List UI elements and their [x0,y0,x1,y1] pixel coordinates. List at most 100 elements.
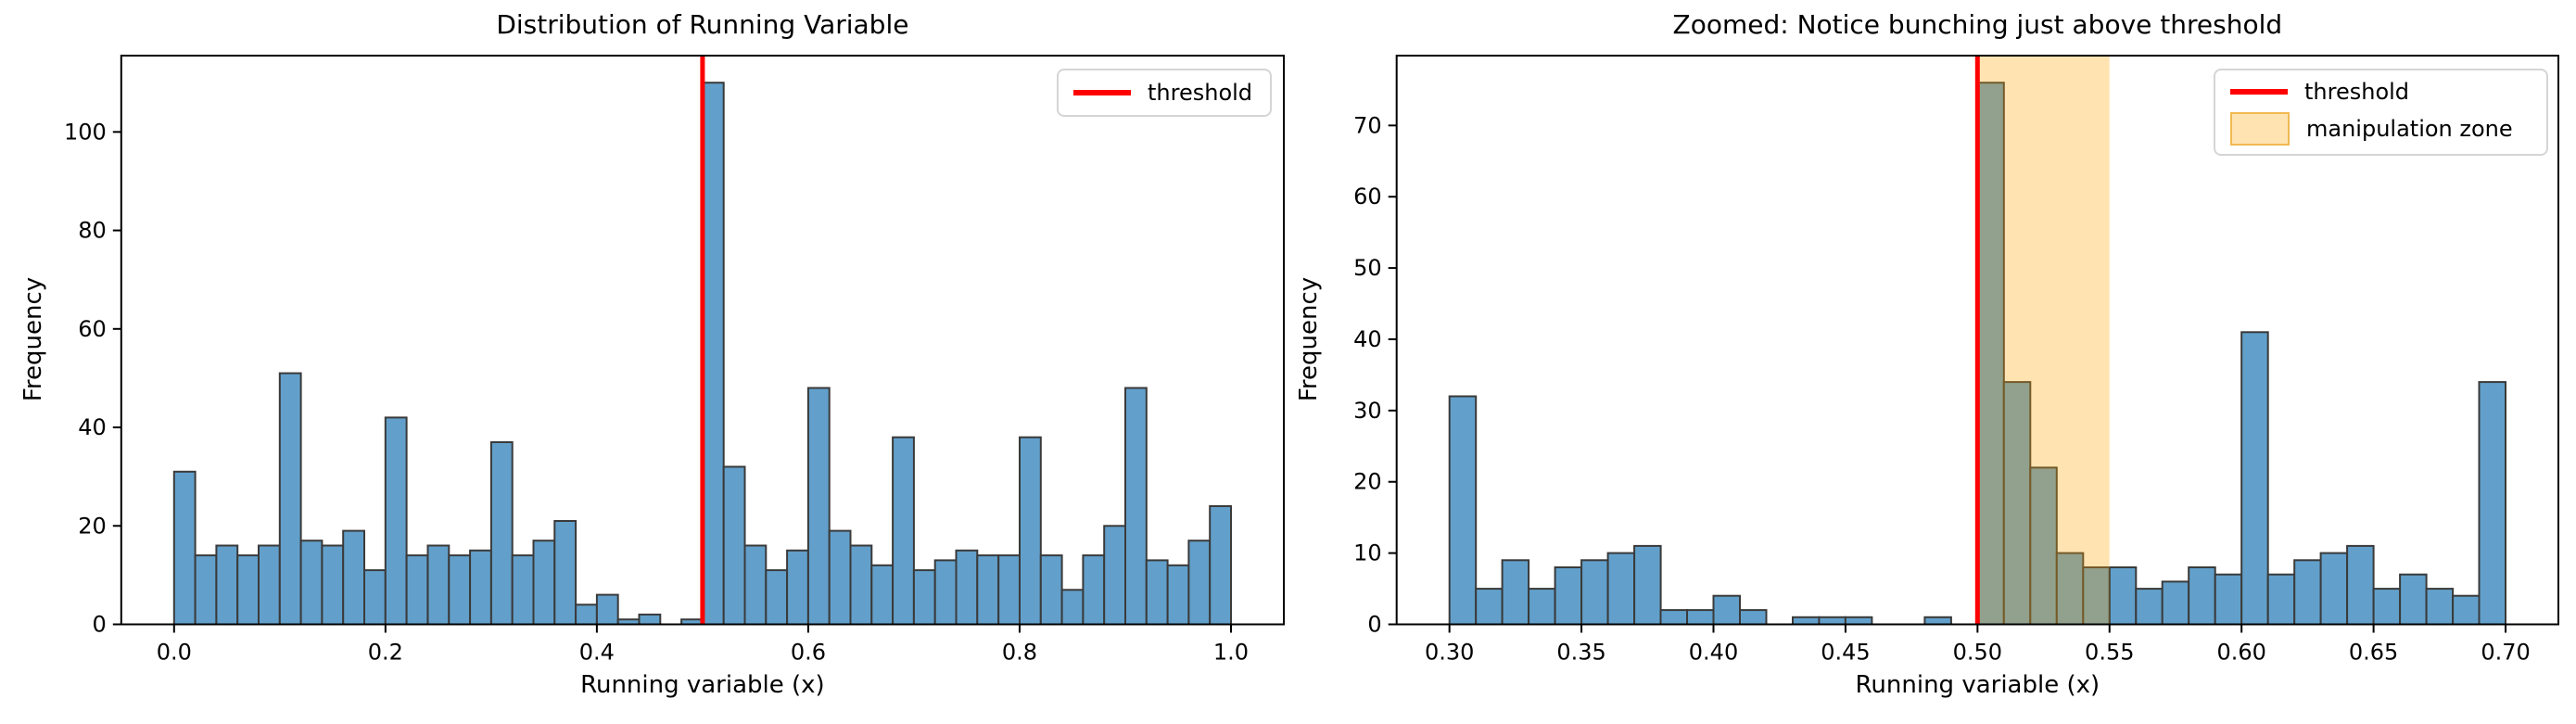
x-tick-label: 0.70 [2481,640,2530,666]
right-legend: threshold manipulation zone [2214,69,2548,156]
manipulation-zone [1977,56,2110,625]
histogram-bar [2425,588,2455,626]
y-tick-label: 80 [78,218,107,244]
histogram-bar [575,603,598,626]
histogram-bar [806,387,831,626]
x-tick-label: 0.65 [2349,640,2398,666]
legend-label: threshold [2304,79,2410,105]
histogram-bar [532,540,556,626]
histogram-bar [976,554,1000,626]
histogram-bar [1103,525,1126,626]
histogram-bar [2372,588,2402,626]
histogram-bar [1712,594,1741,626]
histogram-bar [1528,588,1556,626]
histogram-bar [299,540,324,626]
x-tick-label: 0.35 [1556,640,1605,666]
histogram-bar [1060,589,1085,626]
histogram-bar [384,416,408,626]
histogram-bar [912,569,936,626]
histogram-bar [2214,573,2243,626]
x-tick-label: 0.40 [1689,640,1738,666]
histogram-bar [1448,395,1478,626]
histogram-bar [342,529,366,626]
histogram-bar [1082,554,1106,626]
histogram-bar [870,564,895,626]
y-tick-label: 20 [1353,469,1382,495]
x-tick-label: 0.50 [1953,640,2002,666]
histogram-bar [1633,544,1662,626]
legend-row: threshold [2230,79,2532,105]
right-y-axis-label: Frequency [1294,276,1323,401]
left-chart-title: Distribution of Running Variable [496,9,909,40]
histogram-bar [828,529,852,626]
histogram-bar [2161,580,2190,626]
threshold-line-swatch [1073,90,1131,95]
histogram-bar [236,554,260,626]
histogram-bar [2135,588,2164,626]
histogram-bar [511,554,535,626]
histogram-bar [258,544,281,626]
y-tick-label: 40 [78,414,107,440]
left-x-axis-label: Running variable (x) [580,671,825,699]
histogram-bar [194,554,218,626]
histogram-bar [1686,609,1715,626]
histogram-bar [1019,436,1042,626]
y-tick-label: 0 [1367,612,1381,638]
histogram-bar [2266,573,2296,626]
histogram-bar [1844,616,1873,626]
histogram-bar [278,372,302,626]
histogram-bar [405,554,429,626]
y-tick-label: 60 [78,316,107,342]
x-tick-label: 1.0 [1213,640,1249,666]
histogram-bar [1166,564,1190,626]
histogram-bar [489,441,514,626]
legend-label: threshold [1148,80,1253,106]
histogram-bar [2108,566,2138,626]
histogram-bar [1659,609,1688,626]
legend-label: manipulation zone [2306,116,2513,142]
x-tick-label: 0.45 [1821,640,1870,666]
histogram-bar [1739,609,1768,626]
histogram-bar [363,569,387,626]
y-tick-label: 0 [93,612,107,638]
legend-row: threshold [1073,80,1255,106]
histogram-bar [1501,559,1530,626]
right-chart-title: Zoomed: Notice bunching just above thres… [1672,9,2283,40]
x-tick-label: 0.60 [2216,640,2265,666]
histogram-bar [638,613,662,626]
histogram-bar [2346,544,2375,626]
right-x-axis-label: Running variable (x) [1855,671,2100,699]
histogram-bar [701,82,725,626]
y-tick-label: 20 [78,513,107,539]
x-tick-label: 0.8 [1002,640,1037,666]
histogram-bar [1923,616,1952,626]
histogram-bar [426,544,450,626]
x-tick-label: 0.55 [2085,640,2134,666]
x-tick-label: 0.2 [368,640,403,666]
x-tick-label: 0.0 [157,640,192,666]
histogram-bar [448,554,472,626]
x-tick-label: 0.6 [791,640,826,666]
histogram-bar [2452,594,2481,626]
histogram-bar [933,559,958,626]
x-tick-label: 0.30 [1425,640,1474,666]
axes-frame [120,55,1285,626]
left-legend: threshold [1057,69,1272,117]
histogram-bar [1580,559,1609,626]
histogram-bar [469,549,492,626]
y-tick-label: 60 [1353,184,1382,210]
histogram-bar [2478,381,2506,626]
histogram-bar [2188,566,2216,626]
histogram-bar [1124,387,1148,626]
left-y-axis-label: Frequency [19,276,47,401]
histogram-bar [955,549,979,626]
y-tick-label: 40 [1353,326,1382,352]
y-tick-label: 70 [1353,112,1382,138]
y-tick-label: 10 [1353,540,1382,566]
histogram-bar [321,544,345,626]
y-tick-label: 50 [1353,255,1382,281]
histogram-bar [1145,559,1169,626]
histogram-bar [172,470,197,626]
